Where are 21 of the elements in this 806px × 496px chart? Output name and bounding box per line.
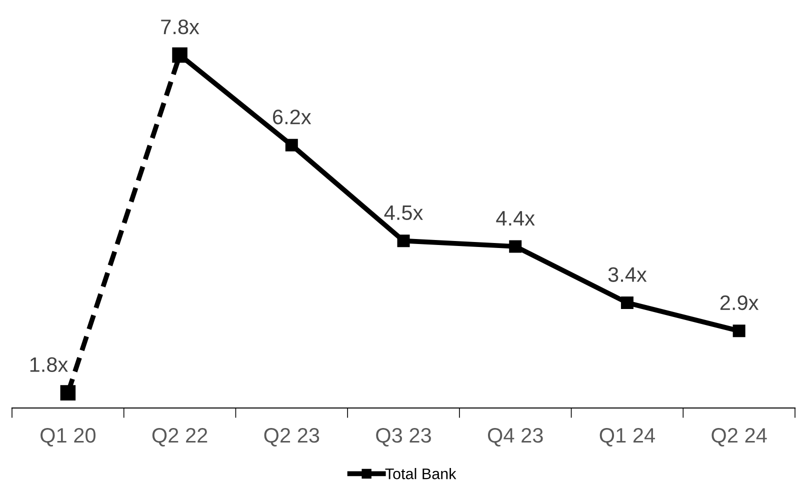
- point: [285, 138, 298, 152]
- data-label: 4.4x: [496, 211, 535, 226]
- point: [732, 324, 746, 338]
- data-label: 4.5x: [384, 205, 423, 220]
- x-tick-label: Q3 23: [376, 428, 431, 446]
- data-label: 2.9x: [720, 295, 759, 310]
- x-tick-label: Q2 22: [152, 428, 208, 446]
- x-tick-label: Q1 20: [40, 428, 96, 446]
- data-label: 7.8x: [161, 20, 200, 34]
- data-label: 6.2x: [273, 110, 312, 124]
- point: [60, 385, 76, 400]
- point: [620, 296, 634, 309]
- legend-label: Total Bank: [385, 468, 456, 480]
- x-tick-label: Q2 24: [712, 428, 767, 446]
- x-tick-label: Q4 23: [488, 428, 543, 446]
- point: [397, 234, 410, 248]
- point: [509, 240, 522, 253]
- data-label: 1.8x: [30, 357, 68, 372]
- x-tick-label: Q2 23: [264, 428, 320, 446]
- x-tick-label: Q1 24: [600, 428, 655, 446]
- data-label: 3.4x: [608, 267, 647, 282]
